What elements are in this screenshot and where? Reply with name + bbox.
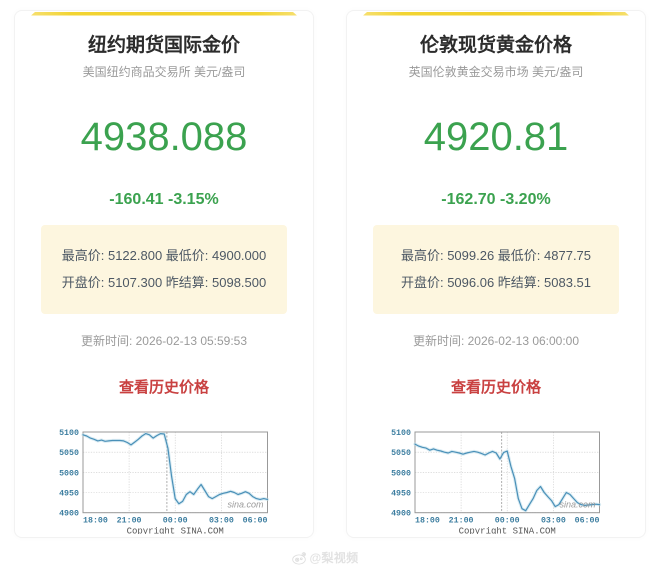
svg-text:03:00: 03:00 — [208, 516, 233, 525]
svg-text:sina.com: sina.com — [227, 499, 264, 509]
svg-text:5050: 5050 — [391, 449, 411, 458]
svg-text:06:00: 06:00 — [574, 516, 599, 525]
svg-text:18:00: 18:00 — [415, 516, 440, 525]
svg-text:Copyright SINA.COM: Copyright SINA.COM — [126, 526, 223, 533]
svg-text:5000: 5000 — [391, 469, 411, 478]
svg-text:00:00: 00:00 — [494, 516, 519, 525]
svg-text:5100: 5100 — [59, 429, 79, 438]
svg-text:21:00: 21:00 — [448, 516, 473, 525]
svg-text:4900: 4900 — [59, 509, 79, 518]
svg-text:5100: 5100 — [391, 429, 411, 438]
svg-text:06:00: 06:00 — [242, 516, 267, 525]
svg-text:5000: 5000 — [59, 469, 79, 478]
svg-text:21:00: 21:00 — [116, 516, 141, 525]
svg-text:4950: 4950 — [59, 489, 79, 498]
svg-text:03:00: 03:00 — [540, 516, 565, 525]
svg-text:4950: 4950 — [391, 489, 411, 498]
svg-text:00:00: 00:00 — [162, 516, 187, 525]
svg-text:4900: 4900 — [391, 509, 411, 518]
svg-text:5050: 5050 — [59, 449, 79, 458]
svg-text:Copyright SINA.COM: Copyright SINA.COM — [458, 526, 555, 533]
svg-text:sina.com: sina.com — [559, 499, 596, 509]
svg-text:18:00: 18:00 — [83, 516, 108, 525]
